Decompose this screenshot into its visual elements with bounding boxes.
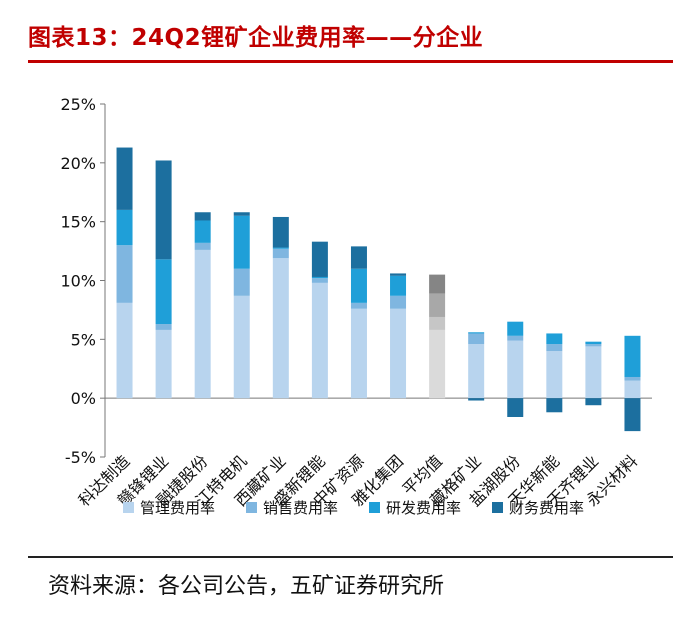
bar-segment (272, 216, 289, 248)
bar-segment (116, 147, 133, 210)
bar-segment (468, 333, 485, 345)
bar-segment (116, 209, 133, 246)
bar-segment (155, 324, 172, 330)
bar-segment (233, 268, 250, 296)
bar-segment (155, 329, 172, 399)
source-rule (28, 556, 673, 558)
bar-segment (155, 160, 172, 260)
legend-label: 研发费用率 (386, 499, 461, 517)
bar-segment (624, 398, 641, 432)
bar-segment (390, 275, 407, 296)
bar-segment (155, 259, 172, 325)
bar-segment (194, 242, 211, 250)
bar-segment (194, 212, 211, 221)
y-tick-label: 5% (71, 330, 96, 349)
bar-segment (390, 295, 407, 309)
bar-segment (272, 247, 289, 249)
bar-segment (311, 276, 328, 279)
y-tick-label: 20% (60, 154, 96, 173)
bar-segment (350, 268, 367, 303)
legend-swatch (246, 502, 257, 513)
bar-segment (194, 220, 211, 243)
bar-segment (233, 295, 250, 399)
legend-swatch (369, 502, 380, 513)
bar-segment (350, 246, 367, 269)
bar-segment (311, 282, 328, 399)
chart-axes: -5% 0% 5% 10% 15% 20% 25% (60, 95, 652, 467)
bar-segment (429, 274, 446, 294)
bar-segment (468, 344, 485, 399)
bar-segment (546, 398, 563, 413)
bar-segment (116, 245, 133, 303)
legend-swatch (492, 502, 503, 513)
chart-bars (116, 147, 641, 432)
bar-segment (116, 302, 133, 399)
bar-segment (429, 329, 446, 399)
legend-label: 销售费用率 (263, 499, 338, 517)
bar-segment (624, 335, 641, 377)
bar-segment (507, 398, 524, 417)
chart-legend: 管理费用率 销售费用率 研发费用率 财务费用率 (123, 499, 584, 517)
bar-segment (272, 248, 289, 259)
legend-label: 财务费用率 (509, 499, 584, 517)
bar-segment (624, 380, 641, 399)
stacked-bar-chart: -5%0%5%10%15%20%25% 科达制造赣锋锂业融捷股份江特电机西藏矿业… (60, 95, 652, 517)
legend-swatch (123, 502, 134, 513)
bar-segment (390, 308, 407, 399)
bar-segment (233, 212, 250, 216)
bar-segment (194, 249, 211, 399)
bar-segment (585, 398, 602, 406)
bar-segment (311, 278, 328, 283)
source-note: 资料来源：各公司公告，五矿证券研究所 (48, 574, 445, 599)
bar-segment (585, 344, 602, 347)
legend-label: 管理费用率 (140, 499, 215, 517)
bar-segment (390, 273, 407, 276)
page-title: 图表13：24Q2锂矿企业费用率——分企业 (28, 25, 484, 51)
bar-segment (468, 398, 485, 401)
bar-segment (507, 321, 524, 336)
bar-segment (507, 335, 524, 341)
bar-segment (507, 340, 524, 399)
bar-segment (350, 308, 367, 399)
bar-segment (585, 346, 602, 399)
bar-segment (546, 351, 563, 399)
bar-segment (585, 341, 602, 345)
bar-segment (272, 258, 289, 399)
bar-segment (311, 241, 328, 277)
y-tick-label: 10% (60, 272, 96, 291)
y-tick-label: 0% (71, 389, 96, 408)
bar-segment (429, 293, 446, 317)
title-rule (28, 60, 673, 63)
y-tick-label: -5% (65, 448, 96, 467)
bar-segment (546, 344, 563, 352)
y-tick-label: 25% (60, 95, 96, 114)
bar-segment (350, 302, 367, 309)
bar-segment (468, 332, 485, 334)
bar-segment (624, 376, 641, 381)
bar-segment (233, 215, 250, 269)
bar-segment (429, 316, 446, 330)
y-tick-label: 15% (60, 213, 96, 232)
bar-segment (546, 333, 563, 345)
